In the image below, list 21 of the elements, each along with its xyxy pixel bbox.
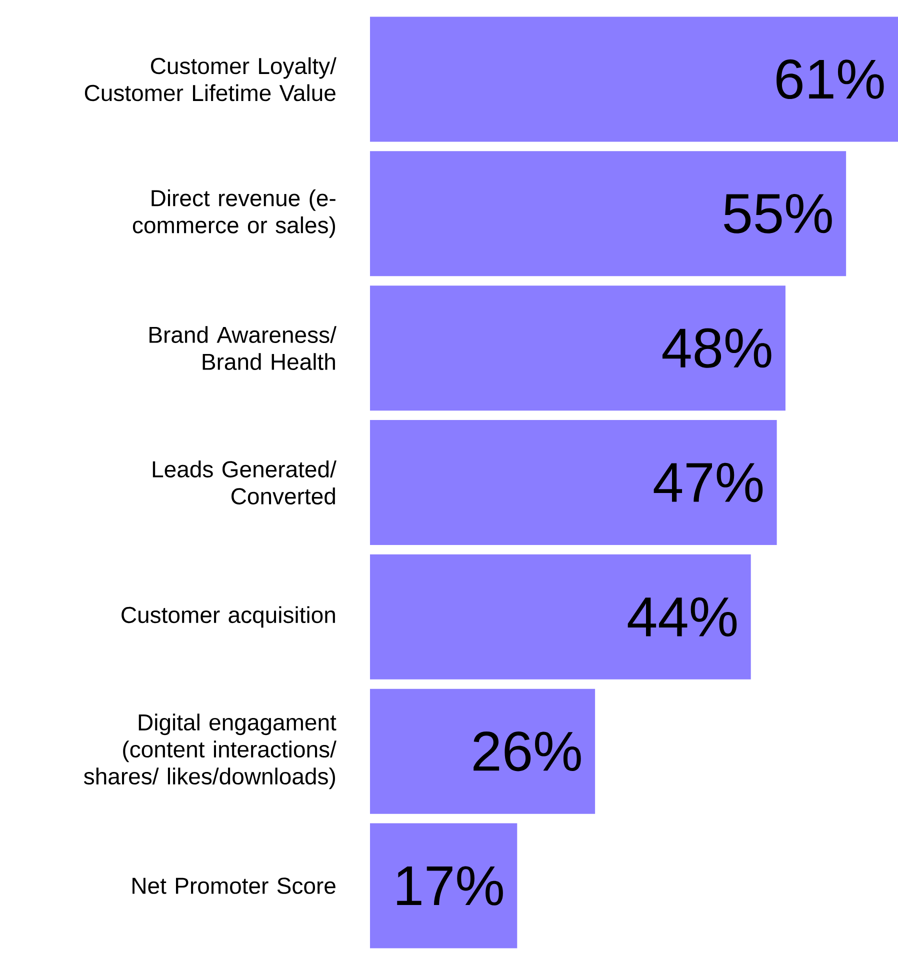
bar	[370, 151, 846, 276]
bar	[370, 688, 596, 814]
y-tick-label: Net Promoter Score	[132, 878, 336, 894]
bar	[370, 554, 751, 680]
data-label: 47%	[654, 462, 763, 502]
bar	[370, 286, 786, 411]
y-tick-label: Leads Generated/ Converted	[152, 460, 336, 504]
bar	[370, 823, 518, 948]
y-tick-label: Direct revenue (e-commerce or sales)	[132, 189, 336, 238]
y-tick-label: Customer Loyalty/ Customer Lifetime Value	[84, 57, 336, 102]
y-tick-label: Brand Awareness/ Brand Health	[150, 326, 336, 370]
y-tick-label: Digital engagament (content interactions/ shares/ likes/downloads)	[84, 714, 336, 790]
y-tick-label: Customer acquisition	[122, 606, 335, 628]
bar	[370, 420, 777, 546]
data-label: 26%	[474, 732, 581, 772]
data-label: 61%	[776, 59, 884, 100]
data-label: 17%	[397, 866, 503, 906]
data-label: 48%	[662, 328, 772, 368]
data-label: 44%	[628, 597, 737, 637]
data-label: 55%	[724, 194, 832, 234]
bar	[370, 16, 898, 142]
